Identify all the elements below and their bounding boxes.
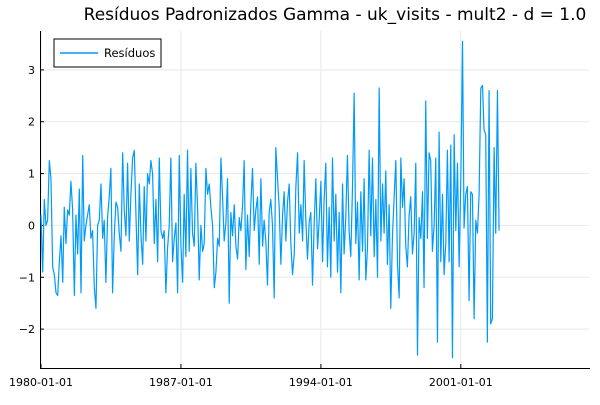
x-tick-label: 2001-01-01 [429, 376, 493, 389]
tick-labels: −2 −1 0 1 2 3 1980-01-01 1987-01-01 1994-01-01 20… [9, 64, 493, 389]
x-tick-label: 1994-01-01 [289, 376, 353, 389]
legend: Resíduos [53, 38, 162, 68]
legend-label: Resíduos [104, 46, 155, 60]
y-tick-label: 3 [28, 64, 35, 77]
chart-title: Resíduos Padronizados Gamma - uk_visits … [84, 5, 587, 25]
y-tick-label: 1 [28, 168, 35, 181]
residuals-series-line [40, 40, 500, 359]
y-tick-label: 0 [28, 219, 35, 232]
y-tick-label: −2 [19, 323, 35, 336]
x-tick-label: 1987-01-01 [149, 376, 213, 389]
y-tick-label: −1 [19, 271, 35, 284]
x-tick-label: 1980-01-01 [9, 376, 73, 389]
y-tick-label: 2 [28, 116, 35, 129]
series-layer [40, 40, 500, 359]
axes [40, 31, 590, 369]
